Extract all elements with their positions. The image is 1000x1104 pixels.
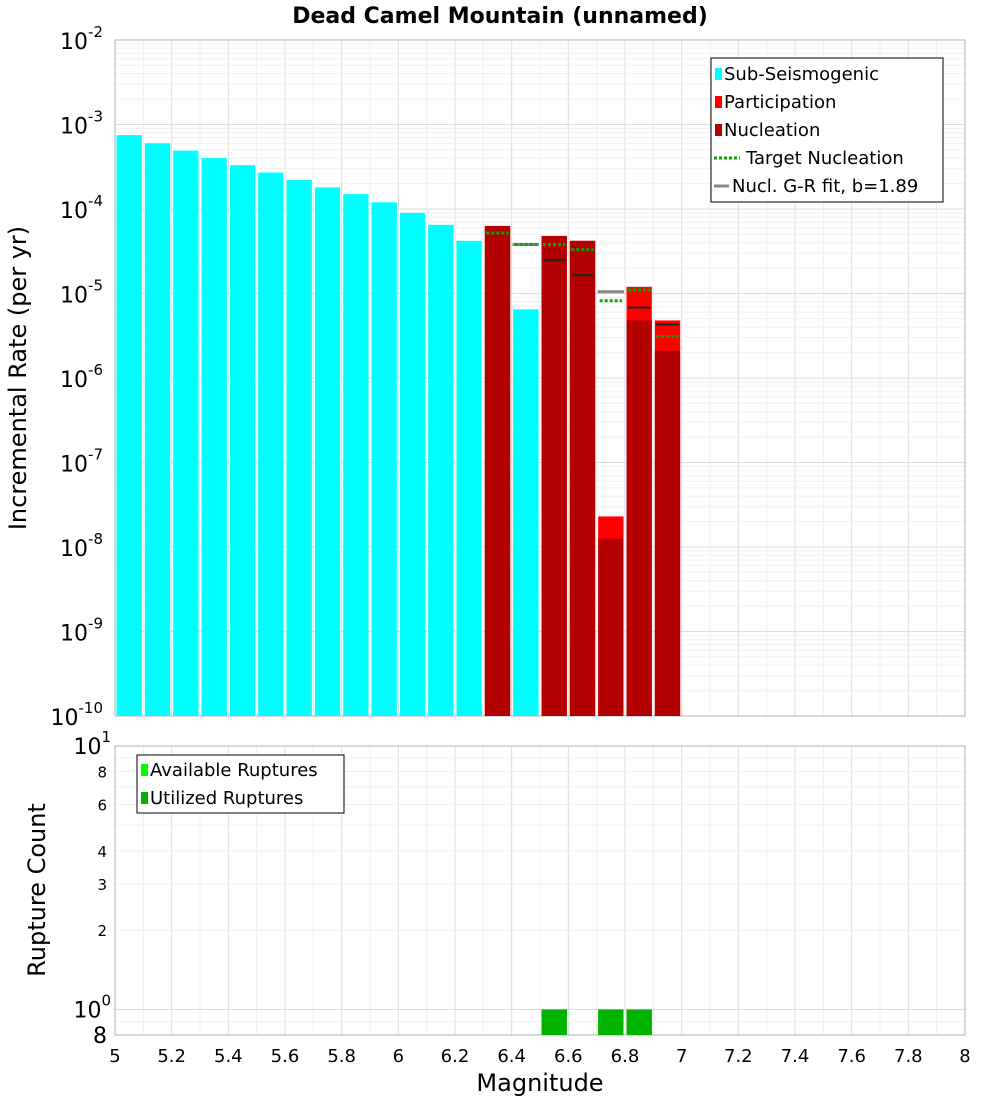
top-legend: Sub-Seismogenic Participation Nucleation Ta… [710, 57, 944, 203]
sub-seismogenic-bar [371, 202, 397, 716]
utilized-ruptures-bar [626, 1009, 652, 1035]
sub-seismogenic-bar [456, 240, 482, 716]
nucleation-bar [654, 350, 681, 716]
x-tick-label: 5.2 [157, 1046, 186, 1067]
x-tick-label: 8 [959, 1046, 970, 1067]
x-tick-label: 7 [676, 1046, 687, 1067]
sub-seismogenic-bar [116, 135, 142, 717]
x-axis-label: Magnitude [476, 1069, 603, 1097]
legend-label: Utilized Ruptures [150, 788, 303, 809]
sub-seismogenic-bar [399, 212, 426, 716]
bottom-y-minor-label: 3 [97, 876, 107, 894]
sub-seismogenic-bar [286, 180, 312, 716]
legend-label: Target Nucleation [745, 148, 904, 169]
x-tick-label: 6 [393, 1046, 404, 1067]
x-tick-label: 6.8 [611, 1046, 640, 1067]
legend-label: Available Ruptures [150, 760, 318, 781]
legend-swatch [715, 68, 722, 80]
bottom-y-minor-label: 4 [97, 843, 107, 861]
utilized-ruptures-bar [541, 1009, 567, 1035]
sub-seismogenic-bar [428, 224, 454, 716]
legend-swatch [141, 792, 148, 804]
top-plot-area: 10-10 10-9 10-8 10-7 10-6 10-5 10-4 10-3 10-2 Sub… [51, 23, 966, 731]
legend-label: Sub-Seismogenic [724, 64, 879, 85]
x-tick-label: 5.8 [327, 1046, 356, 1067]
sub-seismogenic-bar [173, 150, 199, 716]
sub-seismogenic-bar [258, 172, 284, 717]
legend-label: Nucleation [724, 120, 820, 141]
x-tick-label: 7.6 [837, 1046, 866, 1067]
nucleation-bar [626, 320, 652, 716]
top-y-tick-label: 10-8 [60, 530, 103, 562]
legend-swatch [715, 124, 722, 136]
bottom-y-minor-label: 2 [97, 922, 107, 940]
nucleation-bar [484, 225, 511, 716]
bottom-y-minor-label: 8 [93, 1024, 107, 1049]
top-y-tick-label: 10-3 [60, 108, 103, 140]
x-tick-label: 6.6 [554, 1046, 583, 1067]
legend-swatch [141, 764, 148, 776]
utilized-ruptures-bar [598, 1009, 624, 1035]
sub-seismogenic-bar [343, 194, 369, 716]
legend-swatch [715, 96, 722, 108]
bottom-y-tick-label: 101 [73, 728, 111, 760]
x-tick-label: 5 [109, 1046, 120, 1067]
top-y-tick-label: 10-5 [60, 277, 103, 309]
x-tick-label: 6.2 [441, 1046, 470, 1067]
top-legend-box [710, 57, 944, 203]
legend-label: Nucl. G-R fit, b=1.89 [732, 176, 918, 197]
top-y-tick-label: 10-4 [60, 192, 103, 224]
nucleation-bar [569, 240, 596, 716]
nucleation-bar [598, 538, 624, 716]
top-y-tick-label: 10-6 [60, 361, 103, 393]
top-y-axis-label: Incremental Rate (per yr) [4, 226, 32, 530]
chart-title: Dead Camel Mountain (unnamed) [292, 4, 708, 29]
sub-seismogenic-bar [229, 165, 256, 717]
top-plot-frame [114, 39, 966, 717]
sub-seismogenic-bar [513, 309, 539, 716]
x-tick-label: 7.4 [781, 1046, 810, 1067]
top-y-tick-label: 10-10 [51, 699, 104, 731]
sub-seismogenic-bar [144, 143, 171, 716]
sub-seismogenic-bar [314, 187, 341, 717]
sub-seismogenic-bar [201, 158, 227, 717]
x-tick-label: 5.6 [271, 1046, 300, 1067]
bottom-plot-frame [114, 745, 966, 1036]
bottom-y-axis-label: Rupture Count [23, 803, 51, 977]
bottom-y-tick-label: 100 [73, 991, 111, 1023]
bottom-legend: Available Ruptures Utilized Ruptures [136, 754, 345, 814]
x-tick-label: 5.4 [214, 1046, 243, 1067]
x-tick-label: 6.4 [497, 1046, 526, 1067]
bottom-legend-box [136, 754, 345, 814]
legend-label: Participation [724, 92, 836, 113]
top-y-tick-label: 10-9 [60, 615, 103, 647]
bottom-y-minor-label: 6 [97, 796, 107, 814]
x-tick-label: 7.8 [894, 1046, 923, 1067]
top-y-tick-label: 10-2 [60, 23, 103, 55]
top-y-tick-label: 10-7 [60, 446, 103, 478]
x-tick-label: 7.2 [724, 1046, 753, 1067]
nucleation-bar [541, 235, 567, 716]
bottom-y-minor-label: 8 [97, 764, 107, 782]
